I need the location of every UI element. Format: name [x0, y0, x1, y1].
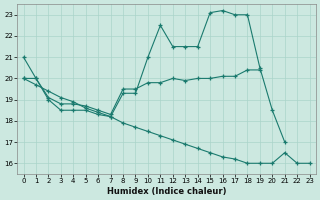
X-axis label: Humidex (Indice chaleur): Humidex (Indice chaleur): [107, 187, 226, 196]
